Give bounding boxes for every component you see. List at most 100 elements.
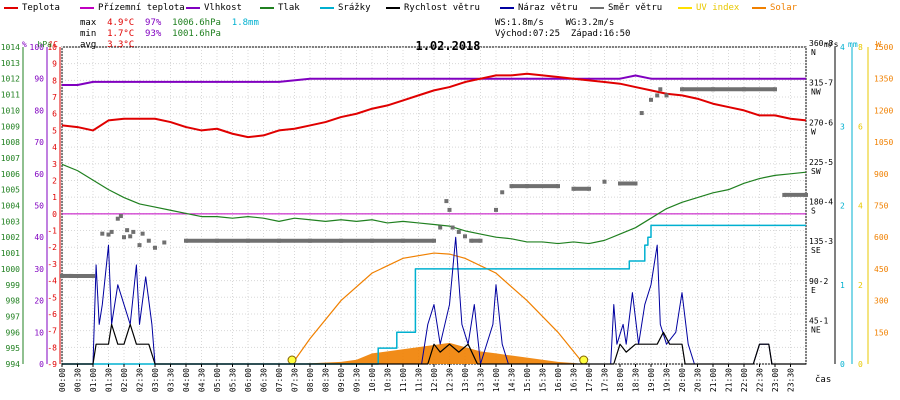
- stats-max-row: max 4.9°C 97% 1006.6hPa 1.8mm: [80, 18, 259, 28]
- rain-tick-label: 4: [840, 43, 845, 52]
- stats-max-temp: 4.9°C: [107, 18, 135, 28]
- wind-direction-point: [639, 111, 644, 116]
- x-tick-label: 06:30: [260, 368, 269, 392]
- x-tick-label: 17:00: [585, 368, 594, 392]
- legend-solar[interactable]: Solar: [752, 2, 797, 14]
- legend-wind-direction[interactable]: Směr větru: [590, 2, 662, 14]
- uv-tick-label: 4: [858, 202, 863, 211]
- pressure-tick-label: 1005: [1, 186, 20, 195]
- legend-temperature[interactable]: Teplota: [4, 2, 60, 14]
- x-tick-label: 21:30: [725, 368, 734, 392]
- humidity-axis-unit: %: [22, 40, 27, 49]
- wind-direction-point: [438, 225, 443, 230]
- stats-sun-row: Východ:07:25 Západ:16:50: [495, 29, 630, 39]
- wind-direction-tick-label: 180-4: [809, 198, 833, 207]
- stats-avg-row: avg 3.3°C: [80, 40, 134, 50]
- wind-direction-tick-label: 270-6: [809, 118, 833, 127]
- temperature-tick-label: 6: [52, 110, 57, 119]
- wind-direction-point: [122, 235, 126, 240]
- x-tick-label: 12:30: [446, 368, 455, 392]
- legend-wind-direction-swatch: [590, 6, 604, 9]
- x-tick-label: 01:00: [89, 368, 98, 392]
- wind-direction-tick-label: 90-2: [809, 277, 828, 286]
- humidity-tick-label: 80: [34, 106, 44, 115]
- sunset-marker: [579, 355, 589, 365]
- wind-direction-point: [106, 232, 111, 237]
- humidity-tick-label: 50: [34, 202, 44, 211]
- x-tick-label: 03:30: [167, 368, 176, 392]
- legend-wind-direction-label: Směr větru: [608, 3, 663, 13]
- humidity-tick-label: 60: [34, 170, 44, 179]
- solar-measured-area: [294, 342, 583, 364]
- x-axis-label: čas: [815, 374, 831, 385]
- legend-pressure-swatch: [260, 6, 274, 9]
- temperature-tick-label: -8: [47, 343, 57, 352]
- solar-tick-label: 1500: [874, 43, 893, 52]
- pressure-tick-label: 1001: [1, 249, 20, 258]
- x-tick-label: 10:00: [368, 368, 377, 392]
- wind-direction-point: [131, 229, 136, 234]
- stats-min-humidity: 93%: [145, 29, 162, 39]
- humidity-tick-label: 20: [34, 297, 44, 306]
- wind-direction-tick-label: 225-5: [809, 158, 833, 167]
- legend-rain[interactable]: Srážky: [320, 2, 371, 14]
- x-tick-label: 12:00: [430, 368, 439, 392]
- legend-ground-temperature-label: Přízemní teplota: [98, 3, 185, 13]
- wind-direction-point: [494, 207, 498, 212]
- solar-tick-label: 300: [874, 297, 889, 306]
- pressure-tick-label: 1007: [1, 154, 20, 163]
- wind-direction-point: [658, 87, 663, 92]
- humidity-tick-label: 0: [39, 360, 44, 369]
- rain-tick-label: 2: [840, 202, 845, 211]
- legend-wind-speed-label: Rychlost větru: [404, 3, 480, 13]
- wind-direction-point: [137, 243, 142, 248]
- x-tick-label: 00:30: [74, 368, 83, 392]
- x-tick-label: 18:30: [632, 368, 641, 392]
- legend-rain-swatch: [320, 6, 334, 9]
- stats-min-pressure: 1001.6hPa: [172, 29, 221, 39]
- temperature-tick-label: 5: [52, 126, 57, 135]
- x-tick-label: 09:30: [353, 368, 362, 392]
- pressure-tick-label: 1004: [1, 202, 20, 211]
- pressure-tick-label: 1002: [1, 233, 20, 242]
- solar-tick-label: 1350: [874, 75, 893, 84]
- wind-direction-point: [500, 190, 505, 195]
- solar-tick-label: 900: [874, 170, 889, 179]
- wind-direction-tick-label: 315-7: [809, 79, 833, 88]
- left-axes: 9949959969979989991000100110021003100410…: [1, 43, 61, 369]
- pressure-axis-unit: hPa: [38, 40, 53, 49]
- legend-ground-temperature-swatch: [80, 6, 94, 9]
- stats-max-humidity: 97%: [145, 18, 162, 28]
- right-axes: 45-1NE90-2E135-3SE180-4S225-5SW270-6W315…: [809, 39, 893, 369]
- temperature-tick-label: -3: [47, 260, 57, 269]
- stats-avg-temp: 3.3°C: [107, 40, 135, 50]
- legend-wind-gust[interactable]: Náraz větru: [500, 2, 578, 14]
- wind-direction-point: [655, 93, 660, 98]
- temperature-tick-label: 9: [52, 60, 57, 69]
- x-tick-label: 14:30: [508, 368, 517, 392]
- wind-direction-point: [162, 240, 167, 245]
- wind-direction-compass-label: SE: [811, 246, 821, 255]
- x-tick-label: 15:30: [539, 368, 548, 392]
- rain-tick-label: 1: [840, 281, 845, 290]
- x-tick-label: 02:00: [120, 368, 129, 392]
- wind-direction-compass-label: NW: [811, 88, 821, 97]
- sunrise-marker: [287, 355, 297, 365]
- legend-ground-temperature[interactable]: Přízemní teplota: [80, 2, 185, 14]
- stats-wind-speed: WS:1.8m/s: [495, 18, 544, 28]
- legend-humidity[interactable]: Vlhkost: [186, 2, 242, 14]
- x-tick-label: 03:00: [151, 368, 160, 392]
- legend-temperature-label: Teplota: [22, 3, 60, 13]
- legend-pressure[interactable]: Tlak: [260, 2, 300, 14]
- legend-uv-index[interactable]: UV index: [678, 2, 739, 14]
- legend-wind-gust-label: Náraz větru: [518, 3, 578, 13]
- x-tick-label: 02:30: [136, 368, 145, 392]
- legend-wind-speed-swatch: [386, 6, 400, 9]
- wind-direction-point: [602, 179, 607, 184]
- wind-direction-compass-label: SW: [811, 167, 821, 176]
- legend-wind-speed[interactable]: Rychlost větru: [386, 2, 480, 14]
- x-tick-label: 04:30: [198, 368, 207, 392]
- uv-tick-label: 2: [858, 281, 863, 290]
- x-axis: 00:00 00:30 01:00 01:30 02:00 02:30 03:00 03:30…: [58, 364, 796, 392]
- temperature-tick-label: 10: [47, 43, 57, 52]
